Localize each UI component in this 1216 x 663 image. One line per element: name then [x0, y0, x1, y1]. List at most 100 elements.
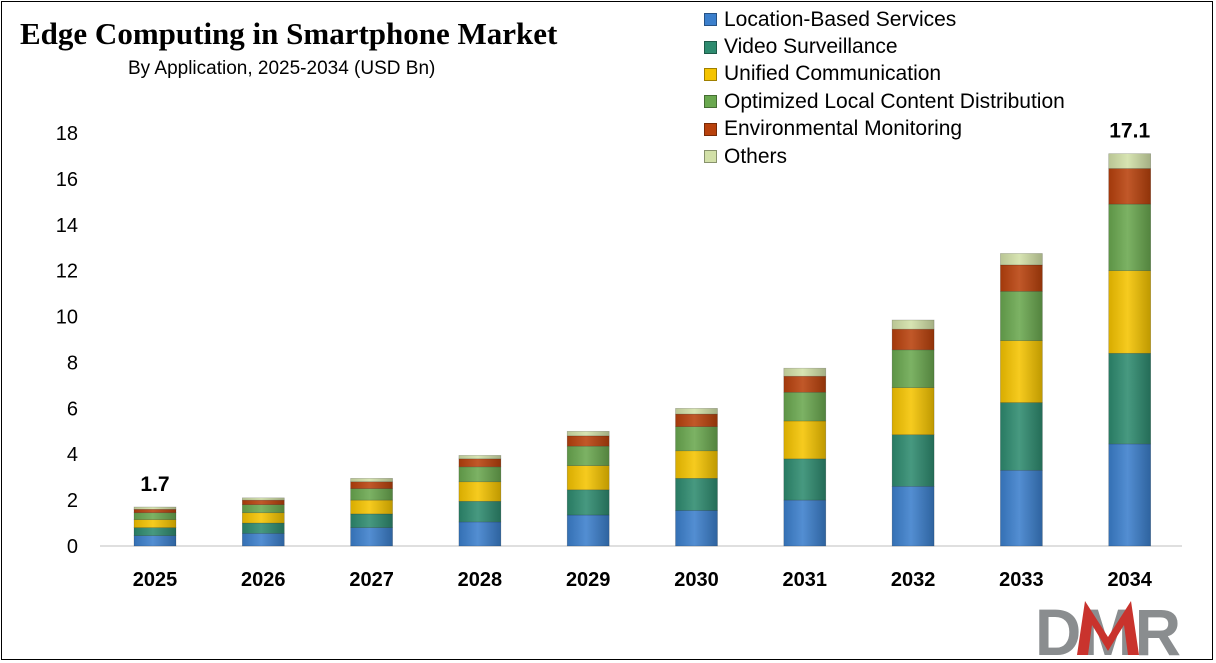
- legend-item: Unified Communication: [704, 61, 1065, 88]
- legend-swatch: [704, 67, 717, 81]
- bar-segment: [1000, 402, 1043, 471]
- bar-segment: [783, 420, 827, 460]
- bar-stack-2029: [566, 430, 610, 547]
- bar-stack-2030: [675, 408, 718, 547]
- legend-label: Others: [724, 144, 788, 168]
- bar-segment: [566, 465, 610, 491]
- bar-segment: [133, 527, 177, 536]
- bar-segment: [566, 445, 610, 466]
- bar-segment: [783, 391, 827, 422]
- bar-stack-2026: [242, 497, 285, 547]
- total-data-label: 1.7: [140, 473, 169, 496]
- legend-label: Optimized Local Content Distribution: [724, 89, 1065, 113]
- bar-segment: [350, 527, 393, 547]
- x-tick-label: 2025: [133, 569, 178, 591]
- bar-segment: [242, 512, 285, 524]
- bar-segment: [566, 430, 610, 437]
- x-tick-label: 2030: [674, 569, 719, 591]
- bar-segment: [350, 478, 393, 483]
- bar-segment: [1108, 352, 1151, 445]
- bar-segment: [1108, 443, 1151, 547]
- bar-segment: [675, 408, 718, 415]
- bar-segment: [1000, 291, 1043, 341]
- legend-item: Video Surveillance: [704, 33, 1065, 60]
- bar-segment: [891, 434, 935, 487]
- bar-segment: [458, 458, 502, 468]
- legend-item: Optimized Local Content Distribution: [704, 88, 1065, 115]
- bar-stack-2032: [891, 319, 935, 547]
- y-tick-label: 18: [56, 123, 78, 145]
- bar-segment: [1108, 270, 1151, 354]
- bar-segment: [675, 450, 718, 479]
- bar-segment: [458, 455, 502, 460]
- x-tick-label: 2029: [566, 569, 611, 591]
- bar-segment: [675, 413, 718, 427]
- bar-segment: [675, 478, 718, 511]
- x-tick-label: 2034: [1107, 569, 1152, 591]
- dmr-logo: DMR: [1035, 597, 1181, 659]
- bar-segment: [891, 486, 935, 547]
- bar-segment: [242, 499, 285, 506]
- bar-segment: [458, 500, 502, 523]
- y-tick-label: 12: [56, 261, 78, 283]
- legend-item: Others: [704, 143, 1065, 170]
- legend-label: Environmental Monitoring: [724, 117, 963, 141]
- bar-segment: [242, 504, 285, 514]
- bar-stack-2028: [458, 455, 502, 547]
- bar-segment: [783, 458, 827, 501]
- bar-segment: [1000, 469, 1043, 547]
- bar-segment: [566, 435, 610, 447]
- legend-item: Environmental Monitoring: [704, 116, 1065, 143]
- bar-segment: [566, 489, 610, 516]
- bar-stack-2027: [350, 478, 393, 547]
- bar-segment: [242, 522, 285, 534]
- chart-title: Edge Computing in Smartphone Market: [20, 16, 558, 51]
- bars-layer: [133, 153, 1151, 547]
- bar-segment: [458, 521, 502, 547]
- bar-segment: [458, 481, 502, 502]
- x-tick-label: 2027: [349, 569, 394, 591]
- y-tick-label: 8: [67, 352, 78, 374]
- legend-label: Unified Communication: [724, 62, 942, 86]
- bar-stack-2031: [783, 367, 827, 547]
- bar-segment: [242, 533, 285, 547]
- x-tick-label: 2031: [783, 569, 828, 591]
- bar-segment: [1108, 153, 1151, 169]
- legend-swatch: [704, 13, 717, 27]
- x-tick-label: 2032: [891, 569, 936, 591]
- legend-swatch: [704, 95, 717, 109]
- y-tick-label: 10: [56, 307, 78, 329]
- bar-segment: [891, 387, 935, 436]
- y-tick-label: 6: [67, 398, 78, 420]
- y-tick-label: 2: [67, 490, 78, 512]
- label-layer: 2025 2026 2027 2028 2029 2030 2031 2032 2033 2034…: [133, 120, 1153, 591]
- bar-segment: [458, 466, 502, 483]
- bar-segment: [675, 426, 718, 452]
- legend-swatch: [704, 122, 717, 136]
- bar-segment: [891, 319, 935, 330]
- bar-segment: [1000, 264, 1043, 292]
- bar-segment: [1000, 253, 1043, 266]
- bar-segment: [1000, 340, 1043, 403]
- bar-segment: [350, 513, 393, 528]
- bar-segment: [133, 512, 177, 520]
- bar-segment: [350, 499, 393, 515]
- legend-swatch: [704, 150, 717, 164]
- x-tick-label: 2033: [999, 569, 1044, 591]
- y-tick-label: 14: [56, 215, 78, 237]
- bar-stack-2034: [1108, 153, 1151, 547]
- bar-segment: [1108, 203, 1151, 271]
- x-tick-label: 2028: [458, 569, 503, 591]
- bar-segment: [566, 514, 610, 547]
- y-tick-label: 0: [67, 536, 78, 558]
- legend-label: Video Surveillance: [724, 35, 898, 59]
- total-data-label: 17.1: [1109, 120, 1150, 143]
- bar-segment: [783, 375, 827, 393]
- bar-segment: [133, 519, 177, 528]
- chart-legend: Location-Based Services Video Surveillanc…: [704, 6, 1065, 170]
- bar-segment: [675, 510, 718, 547]
- bar-segment: [350, 481, 393, 489]
- bar-stack-2025: [133, 506, 177, 547]
